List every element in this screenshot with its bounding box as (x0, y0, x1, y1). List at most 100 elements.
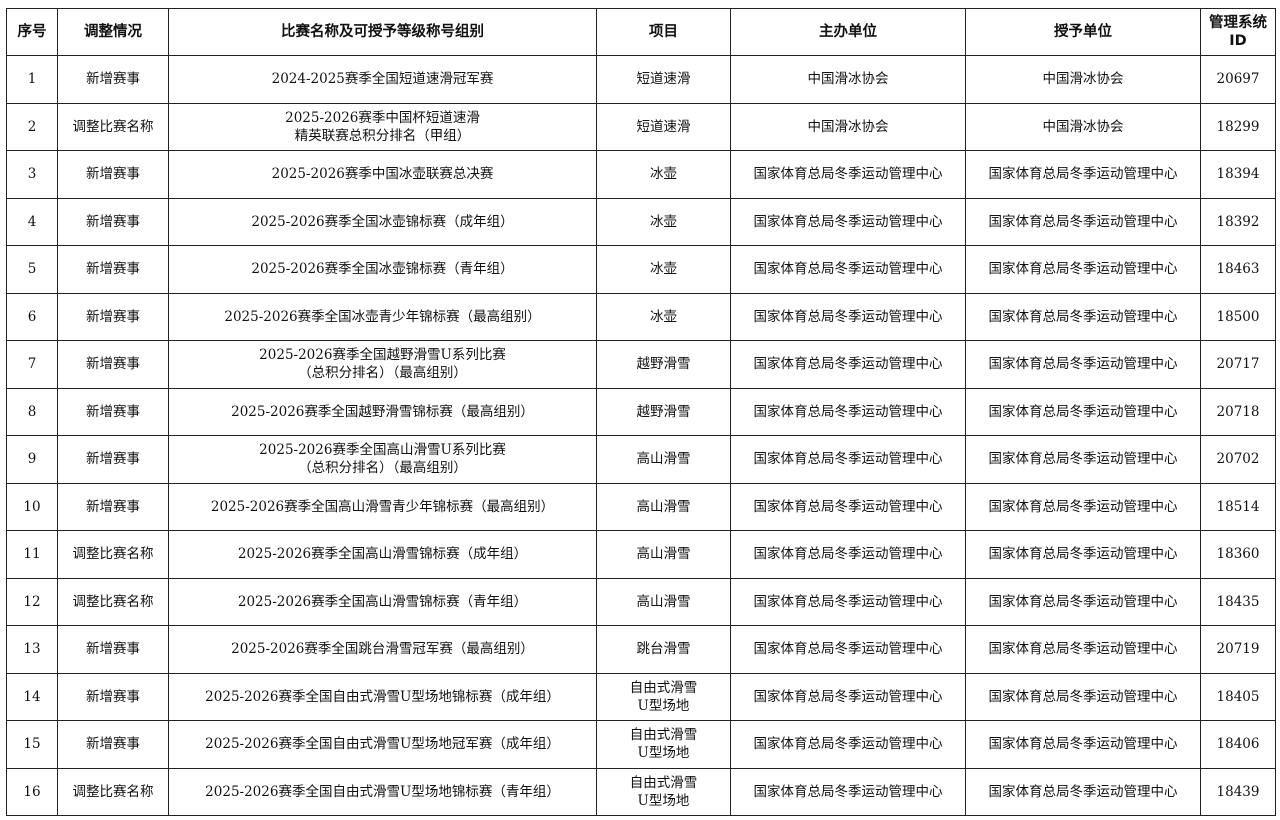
table-row: 3 新增赛事 2025-2026赛季中国冰壶联赛总决赛 冰壶 国家体育总局冬季运动管理中… (6, 150, 1276, 199)
cell-system-id: 18360 (1200, 530, 1276, 579)
header-index: 序号 (6, 8, 58, 56)
cell-organizer: 国家体育总局冬季运动管理中心 (730, 435, 966, 484)
cell-system-id: 18435 (1200, 577, 1276, 626)
header-organizer: 主办单位 (730, 8, 966, 56)
table-row: 5 新增赛事 2025-2026赛季全国冰壶锦标赛（青年组） 冰壶 国家体育总局冬季运动… (6, 245, 1276, 294)
cell-event: 短道速滑 (596, 55, 731, 104)
cell-awarding-unit: 中国滑冰协会 (965, 55, 1201, 104)
table-row: 14 新增赛事 2025-2026赛季全国自由式滑雪U型场地锦标赛（成年组） 自由式滑… (6, 672, 1276, 721)
cell-index: 7 (6, 340, 58, 389)
cell-index: 14 (6, 672, 58, 721)
cell-event: 越野滑雪 (596, 340, 731, 389)
cell-organizer: 国家体育总局冬季运动管理中心 (730, 530, 966, 579)
cell-system-id: 18392 (1200, 197, 1276, 246)
cell-event: 自由式滑雪 U型场地 (596, 672, 731, 721)
cell-organizer: 国家体育总局冬季运动管理中心 (730, 482, 966, 531)
cell-competition-name: 2025-2026赛季全国冰壶锦标赛（成年组） (168, 197, 597, 246)
table-row: 16 调整比赛名称 2025-2026赛季全国自由式滑雪U型场地锦标赛（青年组） 自由… (6, 767, 1276, 816)
cell-organizer: 国家体育总局冬季运动管理中心 (730, 197, 966, 246)
cell-system-id: 20717 (1200, 340, 1276, 389)
cell-adjustment: 新增赛事 (57, 387, 169, 436)
cell-awarding-unit: 国家体育总局冬季运动管理中心 (965, 767, 1201, 816)
table-row: 10 新增赛事 2025-2026赛季全国高山滑雪青少年锦标赛（最高组别） 高山滑雪国… (6, 482, 1276, 531)
cell-competition-name: 2025-2026赛季全国自由式滑雪U型场地锦标赛（青年组） (168, 767, 597, 816)
cell-index: 11 (6, 530, 58, 579)
cell-awarding-unit: 国家体育总局冬季运动管理中心 (965, 387, 1201, 436)
cell-index: 16 (6, 767, 58, 816)
cell-event: 冰壶 (596, 150, 731, 199)
cell-awarding-unit: 国家体育总局冬季运动管理中心 (965, 577, 1201, 626)
header-system-id: 管理系统 ID (1200, 8, 1276, 56)
cell-index: 4 (6, 197, 58, 246)
cell-index: 2 (6, 102, 58, 151)
cell-system-id: 18500 (1200, 292, 1276, 341)
cell-organizer: 国家体育总局冬季运动管理中心 (730, 720, 966, 769)
table-row: 2 调整比赛名称 2025-2026赛季中国杯短道速滑 精英联赛总积分排名（甲组）短… (6, 102, 1276, 151)
header-awarding-unit: 授予单位 (965, 8, 1201, 56)
cell-adjustment: 新增赛事 (57, 435, 169, 484)
table-row: 12 调整比赛名称 2025-2026赛季全国高山滑雪锦标赛（青年组） 高山滑雪 国家体… (6, 577, 1276, 626)
cell-event: 短道速滑 (596, 102, 731, 151)
header-event: 项目 (596, 8, 731, 56)
header-competition-name: 比赛名称及可授予等级称号组别 (168, 8, 597, 56)
cell-competition-name: 2024-2025赛季全国短道速滑冠军赛 (168, 55, 597, 104)
cell-awarding-unit: 国家体育总局冬季运动管理中心 (965, 482, 1201, 531)
cell-organizer: 中国滑冰协会 (730, 102, 966, 151)
cell-system-id: 20718 (1200, 387, 1276, 436)
cell-awarding-unit: 国家体育总局冬季运动管理中心 (965, 292, 1201, 341)
cell-system-id: 18406 (1200, 720, 1276, 769)
cell-adjustment: 调整比赛名称 (57, 767, 169, 816)
cell-index: 6 (6, 292, 58, 341)
cell-event: 冰壶 (596, 245, 731, 294)
cell-competition-name: 2025-2026赛季全国自由式滑雪U型场地冠军赛（成年组） (168, 720, 597, 769)
cell-competition-name: 2025-2026赛季全国高山滑雪U系列比赛 （总积分排名）（最高组别） (168, 435, 597, 484)
cell-adjustment: 新增赛事 (57, 245, 169, 294)
cell-event: 高山滑雪 (596, 435, 731, 484)
competition-adjustment-table: 序号 调整情况 比赛名称及可授予等级称号组别 项目 主办单位 授予单位 管理系统… (6, 8, 1276, 816)
cell-index: 5 (6, 245, 58, 294)
cell-competition-name: 2025-2026赛季全国跳台滑雪冠军赛（最高组别） (168, 625, 597, 674)
cell-index: 13 (6, 625, 58, 674)
table-row: 13 新增赛事 2025-2026赛季全国跳台滑雪冠军赛（最高组别） 跳台滑雪 国家体育… (6, 625, 1276, 674)
cell-organizer: 国家体育总局冬季运动管理中心 (730, 767, 966, 816)
cell-competition-name: 2025-2026赛季全国冰壶青少年锦标赛（最高组别） (168, 292, 597, 341)
cell-index: 10 (6, 482, 58, 531)
cell-adjustment: 新增赛事 (57, 340, 169, 389)
cell-competition-name: 2025-2026赛季全国自由式滑雪U型场地锦标赛（成年组） (168, 672, 597, 721)
cell-competition-name: 2025-2026赛季全国高山滑雪青少年锦标赛（最高组别） (168, 482, 597, 531)
cell-system-id: 18405 (1200, 672, 1276, 721)
cell-adjustment: 新增赛事 (57, 482, 169, 531)
cell-index: 9 (6, 435, 58, 484)
cell-organizer: 国家体育总局冬季运动管理中心 (730, 340, 966, 389)
cell-awarding-unit: 中国滑冰协会 (965, 102, 1201, 151)
table-body: 1 新增赛事 2024-2025赛季全国短道速滑冠军赛 短道速滑 中国滑冰协会 中国滑冰协… (6, 55, 1276, 816)
cell-competition-name: 2025-2026赛季全国冰壶锦标赛（青年组） (168, 245, 597, 294)
cell-awarding-unit: 国家体育总局冬季运动管理中心 (965, 435, 1201, 484)
cell-adjustment: 新增赛事 (57, 292, 169, 341)
cell-event: 冰壶 (596, 292, 731, 341)
cell-system-id: 18299 (1200, 102, 1276, 151)
cell-index: 8 (6, 387, 58, 436)
cell-awarding-unit: 国家体育总局冬季运动管理中心 (965, 150, 1201, 199)
cell-event: 跳台滑雪 (596, 625, 731, 674)
header-adjustment: 调整情况 (57, 8, 169, 56)
cell-competition-name: 2025-2026赛季全国越野滑雪锦标赛（最高组别） (168, 387, 597, 436)
cell-adjustment: 新增赛事 (57, 625, 169, 674)
table-row: 11 调整比赛名称 2025-2026赛季全国高山滑雪锦标赛（成年组） 高山滑雪 国家体… (6, 530, 1276, 579)
cell-adjustment: 调整比赛名称 (57, 577, 169, 626)
cell-organizer: 国家体育总局冬季运动管理中心 (730, 387, 966, 436)
cell-adjustment: 调整比赛名称 (57, 530, 169, 579)
cell-competition-name: 2025-2026赛季全国越野滑雪U系列比赛 （总积分排名）（最高组别） (168, 340, 597, 389)
cell-awarding-unit: 国家体育总局冬季运动管理中心 (965, 720, 1201, 769)
cell-organizer: 国家体育总局冬季运动管理中心 (730, 292, 966, 341)
table-row: 8 新增赛事 2025-2026赛季全国越野滑雪锦标赛（最高组别） 越野滑雪 国家体育总… (6, 387, 1276, 436)
cell-system-id: 18514 (1200, 482, 1276, 531)
cell-index: 3 (6, 150, 58, 199)
cell-awarding-unit: 国家体育总局冬季运动管理中心 (965, 197, 1201, 246)
cell-organizer: 国家体育总局冬季运动管理中心 (730, 150, 966, 199)
cell-adjustment: 新增赛事 (57, 55, 169, 104)
cell-competition-name: 2025-2026赛季中国冰壶联赛总决赛 (168, 150, 597, 199)
cell-system-id: 18394 (1200, 150, 1276, 199)
table-row: 6 新增赛事 2025-2026赛季全国冰壶青少年锦标赛（最高组别） 冰壶 国家体育总局… (6, 292, 1276, 341)
cell-event: 越野滑雪 (596, 387, 731, 436)
